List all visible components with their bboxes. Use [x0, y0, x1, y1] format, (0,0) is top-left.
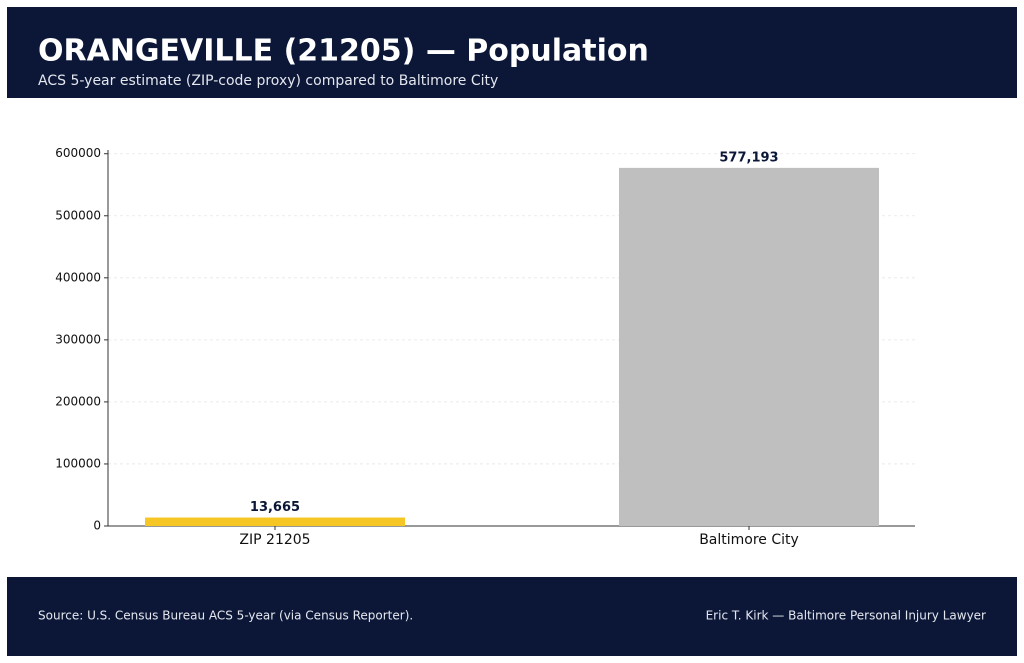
bar	[145, 517, 405, 526]
y-tick-label: 400000	[55, 270, 101, 284]
x-tick-label: ZIP 21205	[239, 532, 310, 548]
x-tick-label: Baltimore City	[699, 532, 799, 548]
footer	[7, 577, 1017, 656]
y-tick-label: 200000	[55, 394, 101, 408]
value-label: 13,665	[250, 500, 300, 515]
y-tick-label: 0	[93, 519, 101, 533]
y-tick-label: 300000	[55, 332, 101, 346]
chart-subtitle: ACS 5-year estimate (ZIP-code proxy) com…	[38, 73, 498, 89]
bar	[619, 167, 879, 526]
y-tick-label: 600000	[55, 146, 101, 160]
credit: Eric T. Kirk — Baltimore Personal Injury…	[706, 609, 986, 623]
source: Source: U.S. Census Bureau ACS 5-year (v…	[38, 609, 413, 623]
value-label: 577,193	[719, 150, 778, 165]
chart-title: ORANGEVILLE (21205) — Population	[38, 34, 649, 69]
header	[7, 7, 1017, 98]
y-tick-label: 500000	[55, 208, 101, 222]
y-tick-label: 100000	[55, 456, 101, 470]
